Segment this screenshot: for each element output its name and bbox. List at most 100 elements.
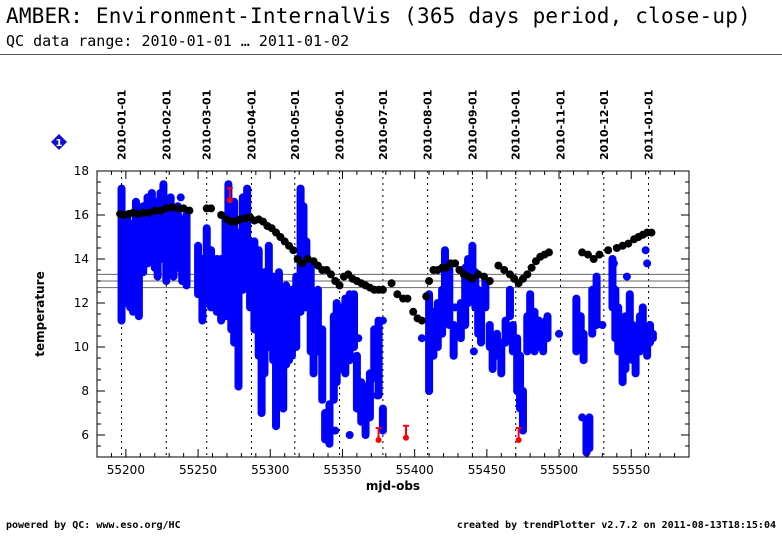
data-point [207,268,216,277]
data-point [335,281,344,290]
x-tick-label: 55500 [540,463,578,477]
x-axis-label: mjd-obs [366,479,420,493]
x-tick-label: 55250 [179,463,217,477]
data-point [647,228,656,237]
outlier-point [402,434,409,441]
diamond-info-icon[interactable] [51,134,67,150]
trend-chart: 2010-01-01 2010-02-01 2010-03-01 2010-04-01… [33,90,690,493]
data-point [176,193,185,202]
data-point [583,250,592,259]
month-label: 2010-08-01 [422,90,435,160]
data-point [373,391,382,400]
footer-created-by: created by trendPlotter v2.7.2 on 2011-0… [456,520,776,531]
data-point [139,224,148,233]
x-tick-label: 55400 [396,463,434,477]
data-point [582,431,591,439]
data-point [468,274,477,283]
data-point [555,329,564,338]
data-point [622,338,631,347]
y-tick-label: 16 [74,208,89,222]
x-tick-label: 55550 [612,463,650,477]
month-label: 2010-09-01 [466,90,479,160]
y-tick-label: 12 [74,296,89,310]
x-tick-label: 55450 [468,463,506,477]
data-point [500,266,509,274]
month-label: 2010-05-01 [289,90,302,160]
data-point [417,334,426,343]
data-point [403,294,412,303]
data-point [485,277,494,285]
data-point [451,303,460,312]
header-divider [0,54,782,55]
month-label: 2010-02-01 [160,90,173,160]
data-point [451,259,460,268]
data-point [425,277,434,285]
data-point [643,259,652,268]
data-point [479,272,488,281]
data-point [422,292,431,301]
data-point [604,246,613,255]
data-point [641,246,650,255]
data-point [251,285,260,294]
data-point [139,208,148,217]
outlier-point [515,437,522,443]
data-point [326,270,335,279]
month-label: 2010-06-01 [334,90,347,160]
month-label: 2010-03-01 [201,90,214,160]
data-point [378,316,387,325]
data-point [150,206,159,215]
data-point [578,413,587,422]
data-point [354,334,363,343]
data-point [295,294,304,303]
data-point [387,279,396,288]
data-point [173,204,182,213]
y-tick-label: 14 [74,252,89,266]
y-tick-label: 8 [81,384,89,398]
x-tick-label: 55350 [323,463,361,477]
data-point [185,206,194,215]
data-point [504,334,513,343]
data-point [378,285,387,294]
data-point [589,255,598,263]
data-point [393,290,402,299]
data-point [622,272,631,281]
data-point [298,259,307,268]
internal-temperature-columns [117,180,657,457]
data-points [116,187,656,443]
data-point [598,321,607,329]
data-point [417,316,426,325]
data-point [289,246,298,255]
month-label: 2010-01-01 [116,90,129,160]
badge-label: 1 [56,138,63,149]
data-point [527,263,536,272]
outlier-point [226,197,233,204]
month-grid: 2010-01-01 2010-02-01 2010-03-01 2010-04-01… [116,90,656,457]
y-tick-label: 6 [81,428,89,442]
month-label: 2010-12-01 [598,90,611,160]
x-tick-label: 55200 [107,463,145,477]
data-point [409,307,418,316]
outlier-point [375,437,382,443]
data-point [494,261,503,270]
info-badge[interactable]: 1 [51,134,67,150]
data-point [544,248,553,257]
month-label: 2010-04-01 [245,90,258,160]
data-point [624,239,633,248]
y-tick-label: 10 [74,340,89,354]
data-point [345,431,354,439]
y-axis-label: temperature [33,271,47,356]
data-point [469,347,478,356]
data-point [609,259,618,268]
data-point [207,204,216,213]
chart-title: AMBER: Environment-InternalVis (365 days… [6,4,751,28]
month-label: 2010-07-01 [377,90,390,160]
month-label: 2011-01-01 [643,90,656,160]
data-point [331,426,340,435]
data-point [217,211,226,219]
data-point [542,316,551,325]
data-point [533,325,542,334]
data-point [523,270,532,279]
y-tick-label: 18 [74,164,89,178]
chart-subtitle: QC data range: 2010-01-01 … 2011-01-02 [6,32,350,50]
month-label: 2010-11-01 [554,90,567,160]
